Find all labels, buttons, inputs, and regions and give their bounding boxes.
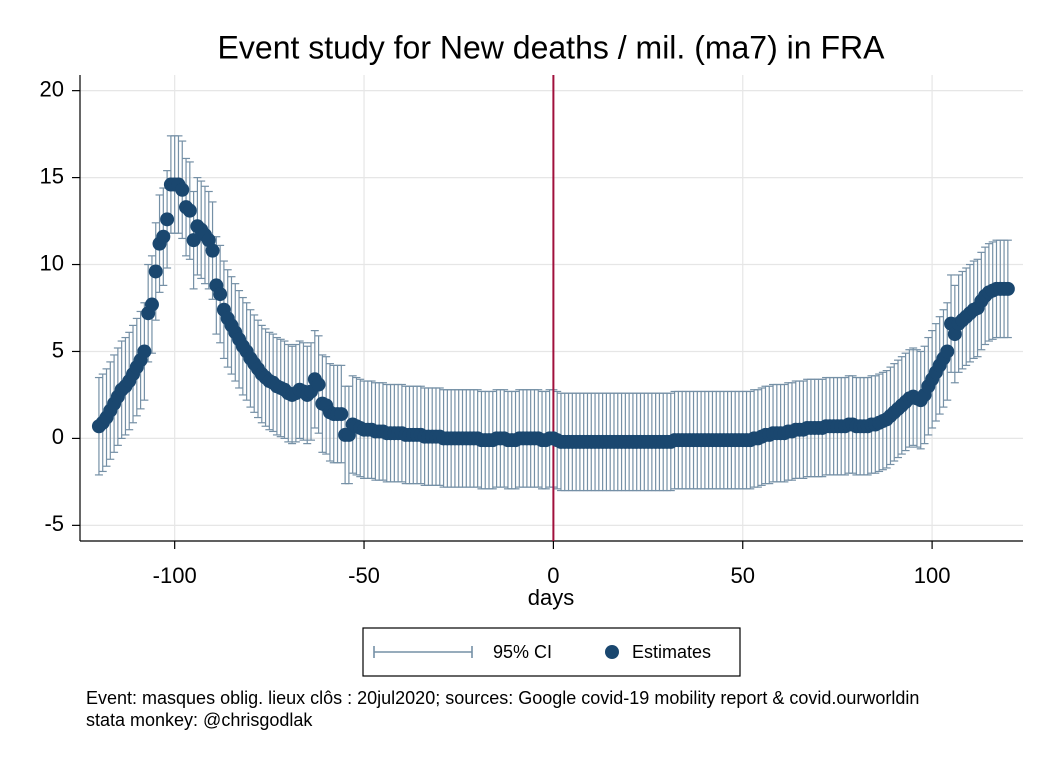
note: stata monkey: @chrisgodlak [86,710,313,730]
estimate-point [182,203,197,218]
estimate-point [186,233,201,248]
chart-title: Event study for New deaths / mil. (ma7) … [218,29,886,65]
note: Event: masques oblig. lieux clôs : 20jul… [86,688,919,708]
estimate-point [137,344,152,359]
legend-label: 95% CI [493,642,552,662]
x-tick-label: -100 [153,563,197,588]
estimate-point [940,344,955,359]
estimate-point [148,264,163,279]
estimate-point [160,212,175,227]
estimate-point [156,229,171,244]
estimate-point [205,243,220,258]
y-tick-label: -5 [44,511,64,536]
y-tick-label: 5 [52,337,64,362]
x-tick-label: 100 [914,563,951,588]
estimate-point [213,287,228,302]
y-tick-label: 20 [40,76,64,101]
y-tick-label: 15 [40,163,64,188]
estimate-point [311,377,326,392]
x-tick-label: 50 [731,563,755,588]
estimate-point [334,407,349,422]
estimate-point [175,182,190,197]
y-tick-label: 10 [40,250,64,275]
y-tick-label: 0 [52,424,64,449]
x-tick-label: 0 [547,563,559,588]
x-axis-label: days [528,585,574,610]
estimate-point [144,297,159,312]
estimate-point [1000,281,1015,296]
legend-label: Estimates [632,642,711,662]
x-tick-label: -50 [348,563,380,588]
legend-swatch [605,645,619,659]
